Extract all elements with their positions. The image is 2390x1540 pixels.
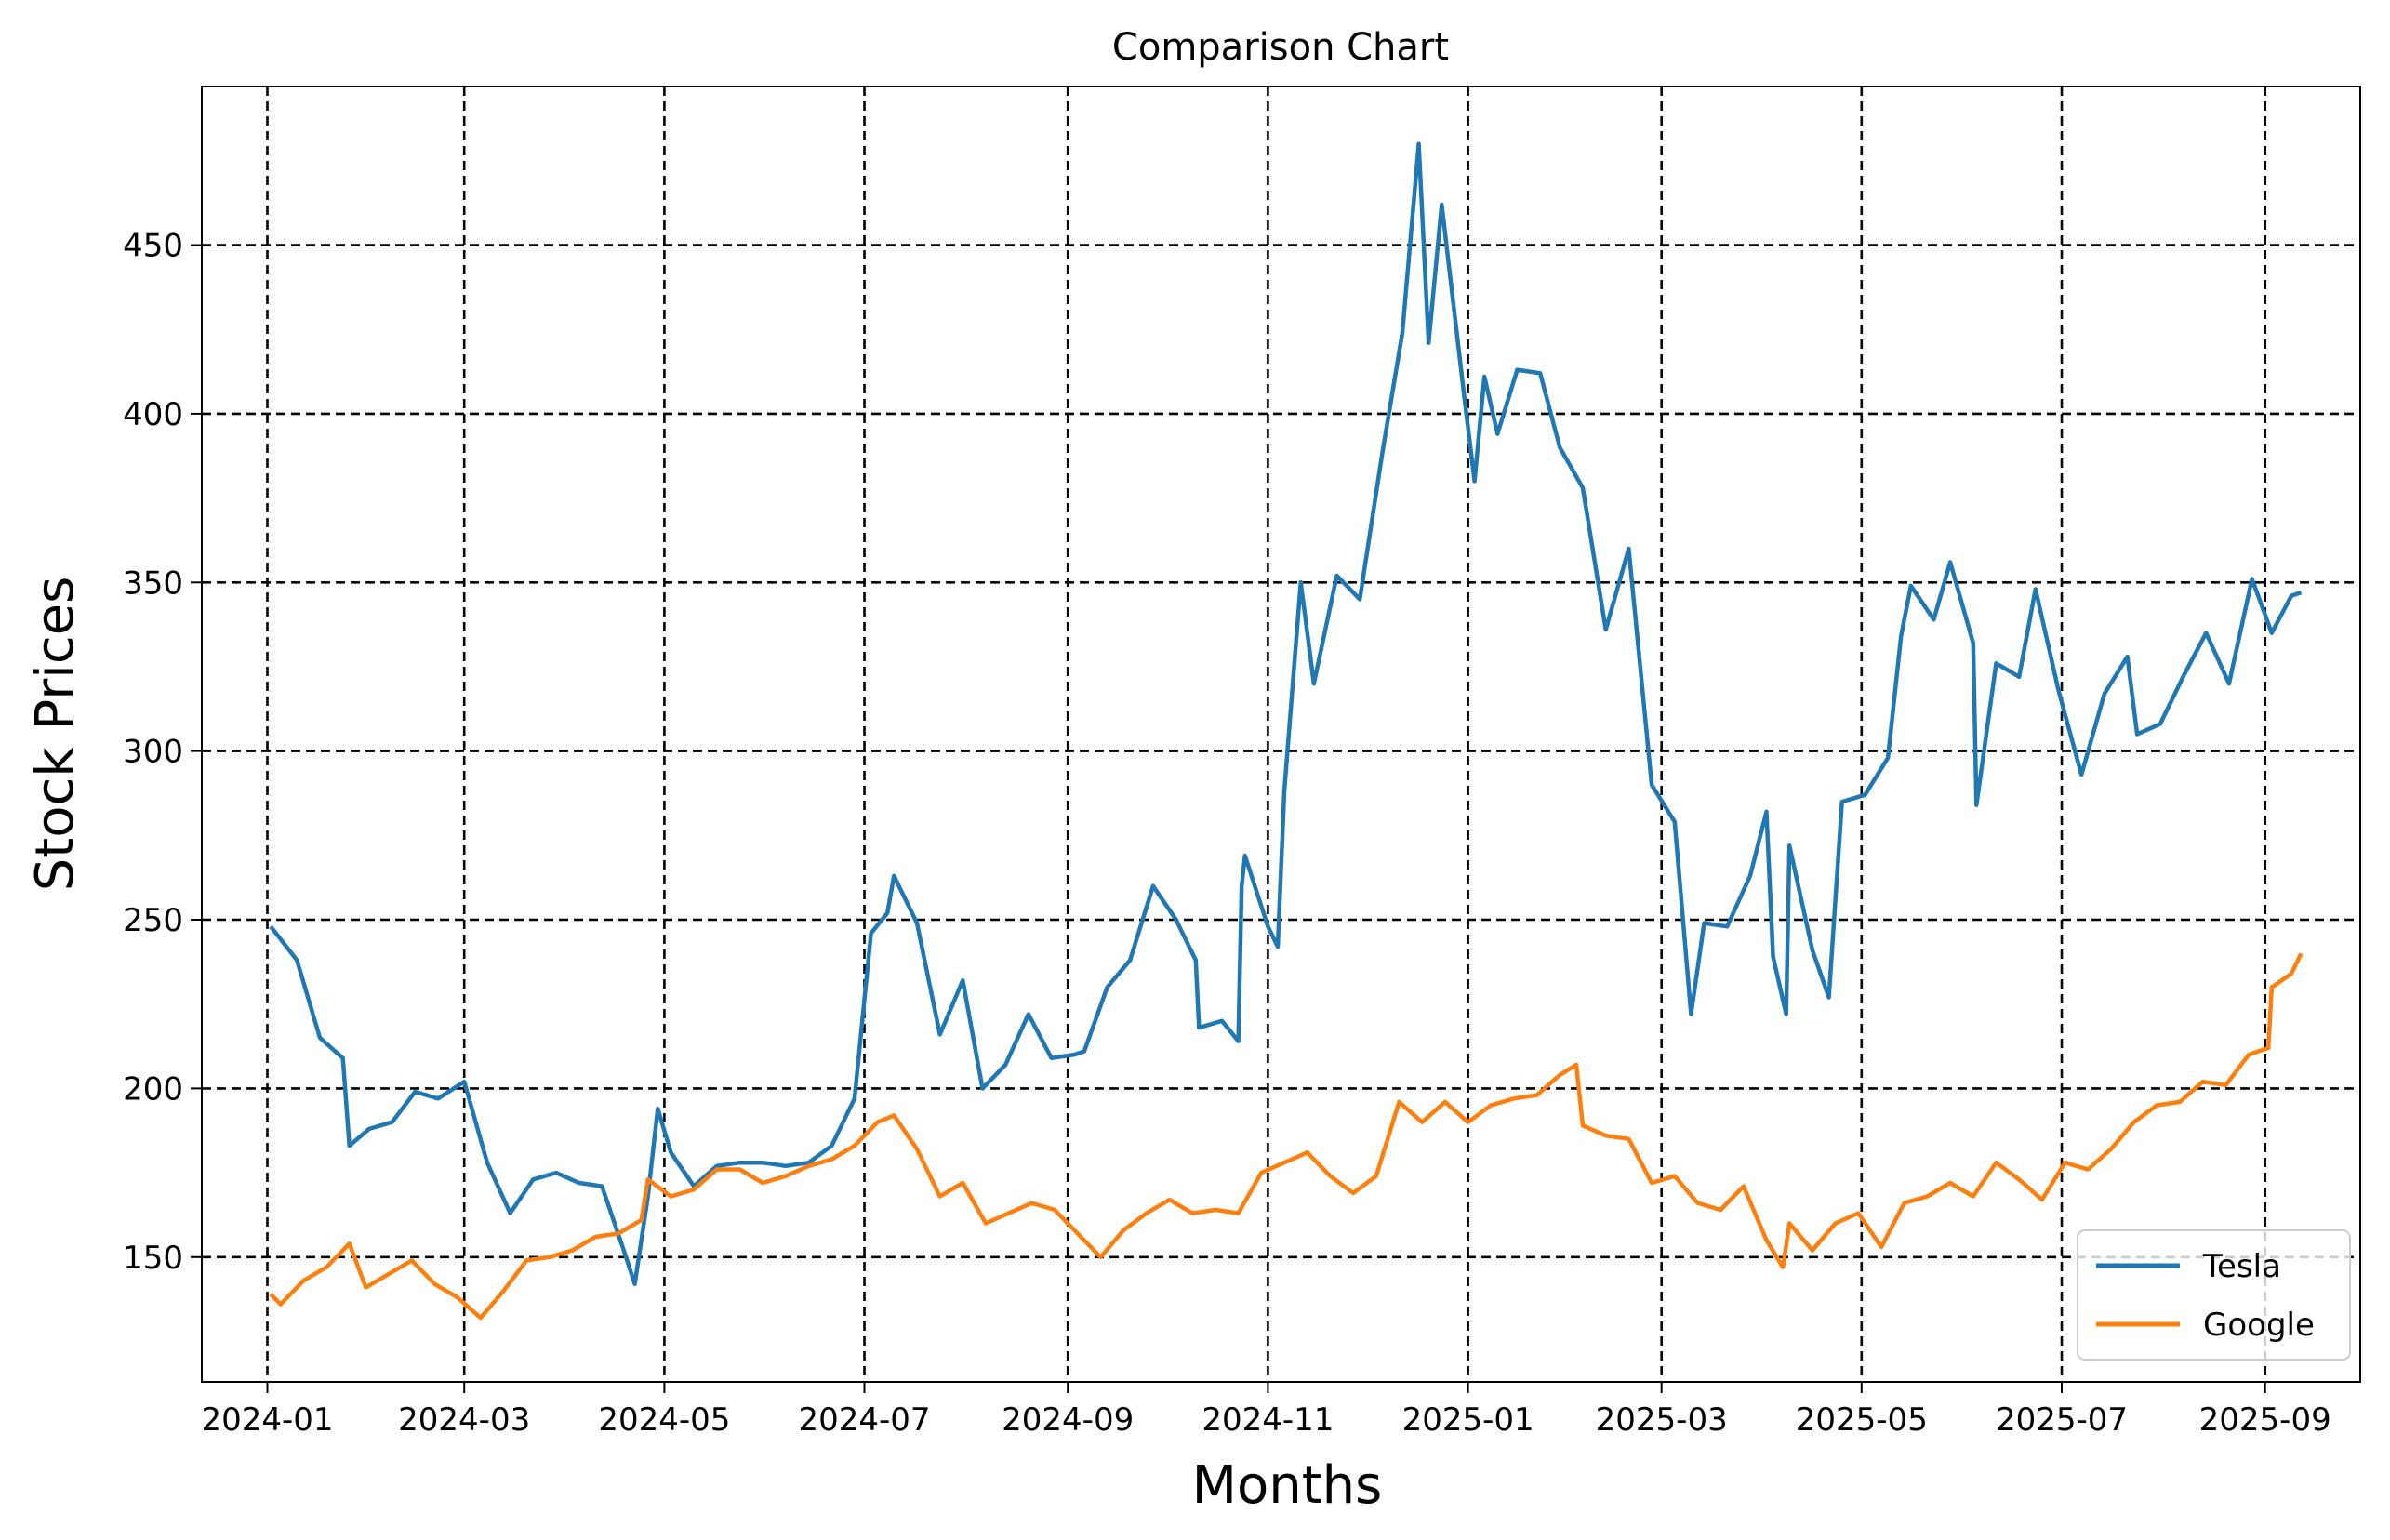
grid-layer (202, 86, 2360, 1382)
x-tick-label: 2025-01 (1402, 1401, 1534, 1439)
x-axis-title: Months (1192, 1455, 1383, 1516)
y-tick-label: 250 (123, 902, 183, 939)
x-tick-label: 2025-05 (1796, 1401, 1928, 1439)
x-tick-label: 2024-03 (398, 1401, 530, 1439)
x-tick-label: 2025-09 (2199, 1401, 2331, 1439)
legend-label-tesla: Tesla (2202, 1248, 2281, 1285)
x-tick-label: 2024-09 (1002, 1401, 1134, 1439)
x-tick-label: 2025-03 (1596, 1401, 1728, 1439)
y-tick-label: 150 (123, 1240, 183, 1277)
y-tick-label: 200 (123, 1070, 183, 1108)
x-tick-label: 2025-07 (1996, 1401, 2128, 1439)
chart-title: Comparison Chart (1112, 26, 1449, 69)
tick-layer: 2024-01 2024-03 2024-05 2024-07 2024-09 2024-… (123, 228, 2331, 1440)
plot-frame (201, 86, 2361, 1383)
x-tick-label: 2024-11 (1202, 1401, 1334, 1439)
y-axis-title: Stock Prices (25, 577, 86, 892)
legend: Tesla Google (2077, 1229, 2351, 1361)
series-line-google (269, 952, 2304, 1321)
x-tick-label: 2024-07 (798, 1401, 930, 1439)
x-tick-label: 2024-01 (201, 1401, 333, 1439)
x-tick-label: 2024-05 (598, 1401, 730, 1439)
legend-label-google: Google (2203, 1307, 2315, 1344)
y-tick-label: 400 (123, 396, 183, 433)
y-tick-label: 450 (123, 228, 183, 265)
legend-box (2077, 1229, 2351, 1361)
y-tick-label: 300 (123, 734, 183, 771)
series-layer (269, 141, 2304, 1321)
y-tick-label: 350 (123, 564, 183, 602)
